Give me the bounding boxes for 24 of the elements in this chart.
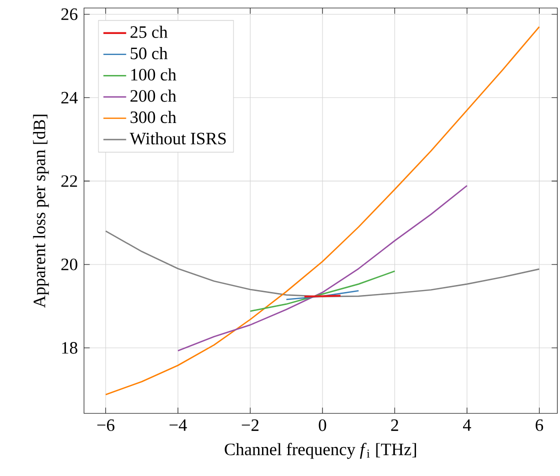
- y-tick-label: 20: [61, 258, 78, 270]
- line-series: [250, 270, 396, 312]
- legend-label: Without ISRS: [130, 132, 226, 145]
- y-axis-title: Apparent loss per span [dB]: [33, 114, 49, 308]
- x-tick-label: 2: [391, 419, 398, 431]
- line-series: [105, 230, 540, 298]
- y-tick-label: 18: [62, 342, 78, 354]
- y-tick-label: 22: [61, 175, 78, 187]
- legend-label: 200 ch: [130, 90, 176, 102]
- line-series: [105, 26, 540, 396]
- line-series: [177, 184, 468, 352]
- x-tick-label: −2: [242, 419, 258, 431]
- y-tick-label: 24: [61, 92, 78, 104]
- legend-label: 50 ch: [130, 47, 168, 60]
- y-tick-label: 26: [61, 8, 78, 20]
- legend-label: 100 ch: [131, 68, 176, 81]
- legend-label: 300 ch: [130, 110, 176, 124]
- legend-label: 25 ch: [130, 26, 168, 38]
- x-tick-label: 0: [318, 419, 326, 432]
- x-tick-label: −4: [170, 419, 187, 431]
- x-tick-label: −6: [97, 419, 114, 432]
- x-tick-label: 4: [463, 419, 472, 431]
- x-axis-title: Channel frequency f$_{i}$ [THz]: [224, 442, 416, 459]
- x-tick-label: 6: [536, 419, 544, 432]
